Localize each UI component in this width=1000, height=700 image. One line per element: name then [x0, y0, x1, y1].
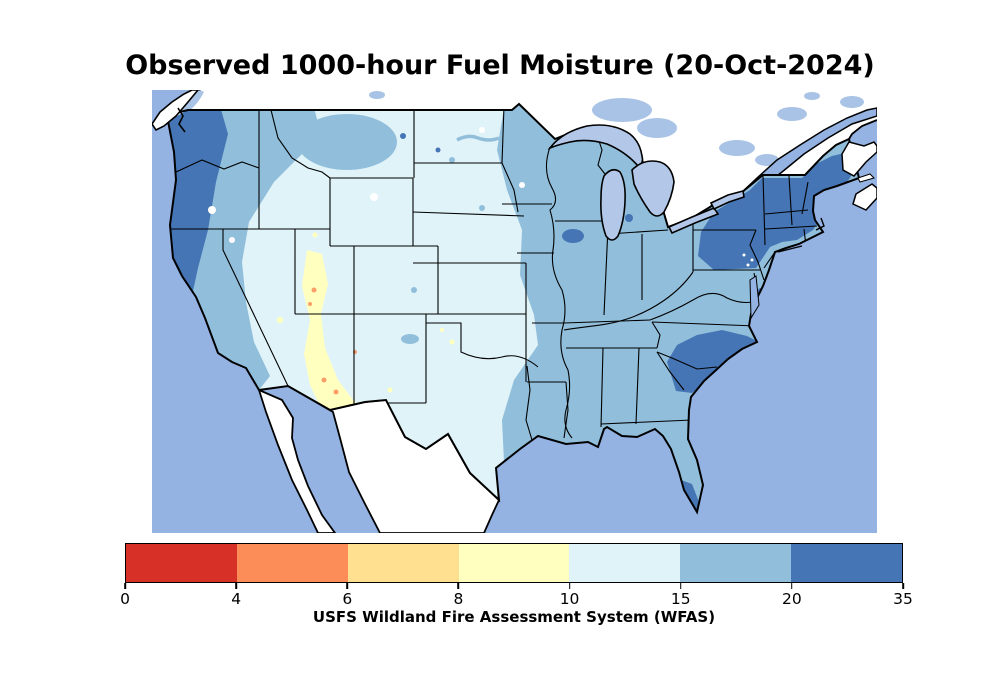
colorbar-tick-mark — [568, 583, 571, 589]
colorbar-segment — [347, 544, 459, 582]
colorbar-tick-label: 20 — [781, 590, 802, 608]
lake-erie — [667, 207, 720, 235]
colorbar-tick-labels: 0 4 6 8 10 15 20 35 — [120, 590, 913, 610]
colorbar-segment — [791, 544, 903, 582]
colorbar-segment — [236, 544, 348, 582]
colorbar-ticks — [124, 583, 904, 589]
colorbar-segment — [458, 544, 570, 582]
colorbar-tick-mark — [679, 583, 682, 589]
carolinas-dark — [667, 330, 759, 393]
colorbar-tick-label: 35 — [893, 590, 913, 608]
prince-edward-island — [857, 173, 875, 183]
colorbar-tick-label: 10 — [559, 590, 580, 608]
chesapeake-bay — [749, 275, 760, 320]
us-map — [151, 89, 878, 534]
colorbar-segment — [569, 544, 681, 582]
colorbar-tick-label: 0 — [120, 590, 130, 608]
colorbar-tick-mark — [791, 583, 793, 589]
colorbar-tick-mark — [124, 583, 126, 589]
lake-huron — [631, 160, 675, 217]
colorbar-segment — [680, 544, 792, 582]
new-brunswick — [841, 141, 878, 177]
utah-arizona-yellow — [302, 250, 380, 440]
new-england-dark — [698, 152, 856, 270]
puget-sound — [177, 107, 186, 133]
vancouver-island — [151, 89, 200, 132]
lake-michigan — [600, 168, 626, 241]
map-container — [151, 89, 878, 534]
lake-ontario — [709, 190, 745, 211]
class-8-10-regions — [277, 232, 455, 440]
colorbar-tick-mark — [346, 583, 349, 589]
colorbar — [125, 543, 903, 583]
colorbar-tick-mark — [902, 583, 904, 589]
page-title: Observed 1000-hour Fuel Moisture (20-Oct… — [125, 50, 875, 81]
colorbar-tick-label: 15 — [670, 590, 691, 608]
cape-cod — [815, 217, 825, 231]
canada-contours — [177, 90, 864, 166]
colorbar-caption: USFS Wildland Fire Assessment System (WF… — [312, 608, 716, 626]
colorbar-tick-label: 6 — [342, 590, 353, 608]
colorbar-tick-label: 8 — [453, 590, 464, 608]
colorbar-segment — [126, 544, 237, 582]
coastal-details — [151, 89, 878, 320]
baja-peninsula — [257, 388, 337, 534]
colorbar-tick-mark — [235, 583, 237, 589]
colorbar-tick-label: 4 — [231, 590, 242, 608]
long-island — [777, 245, 803, 253]
great-lakes — [547, 124, 745, 241]
colorbar-tick-mark — [457, 583, 460, 589]
